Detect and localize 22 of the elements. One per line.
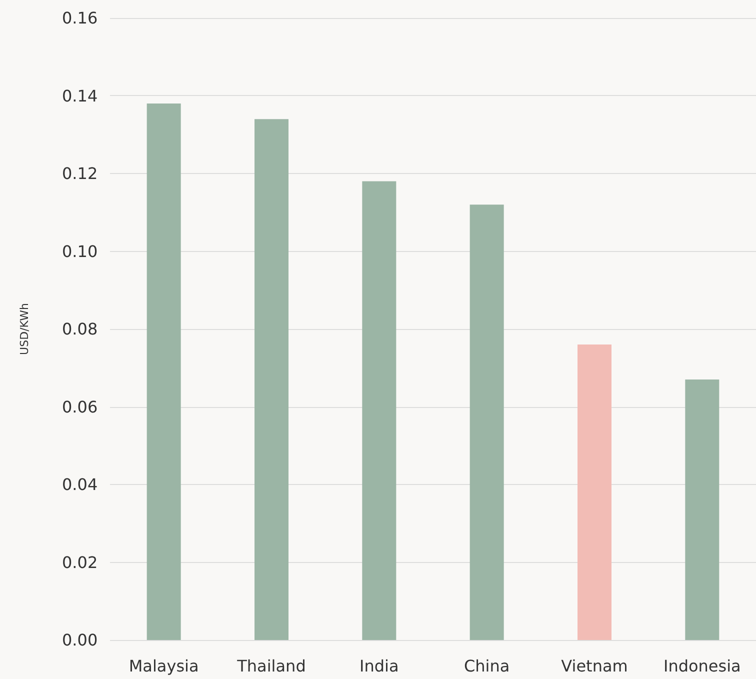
bar: [146, 104, 181, 640]
y-tick-label: 0.02: [62, 552, 98, 572]
bar: [685, 380, 720, 640]
bar: [254, 119, 288, 640]
y-tick-label: 0.08: [62, 320, 98, 338]
x-tick-label: Indonesia: [663, 656, 741, 676]
x-tick-label: Thailand: [236, 656, 306, 676]
x-tick-label: Vietnam: [561, 656, 628, 676]
y-tick-label: 0.06: [62, 397, 98, 416]
x-tick-label: Malaysia: [128, 656, 199, 676]
y-tick-label: 0.14: [62, 86, 98, 106]
bar: [362, 181, 396, 640]
x-tick-label: China: [464, 656, 510, 676]
y-tick-label: 0.16: [62, 8, 98, 28]
y-tick-label: 0.04: [62, 475, 98, 494]
bar: [578, 344, 612, 640]
x-tick-label: India: [360, 656, 399, 676]
y-tick-label: 0.10: [62, 242, 98, 261]
bar: [470, 204, 504, 640]
y-tick-label: 0.00: [62, 630, 98, 650]
y-tick-label: 0.12: [62, 164, 98, 183]
y-axis-title: USD/KWh: [18, 303, 31, 355]
